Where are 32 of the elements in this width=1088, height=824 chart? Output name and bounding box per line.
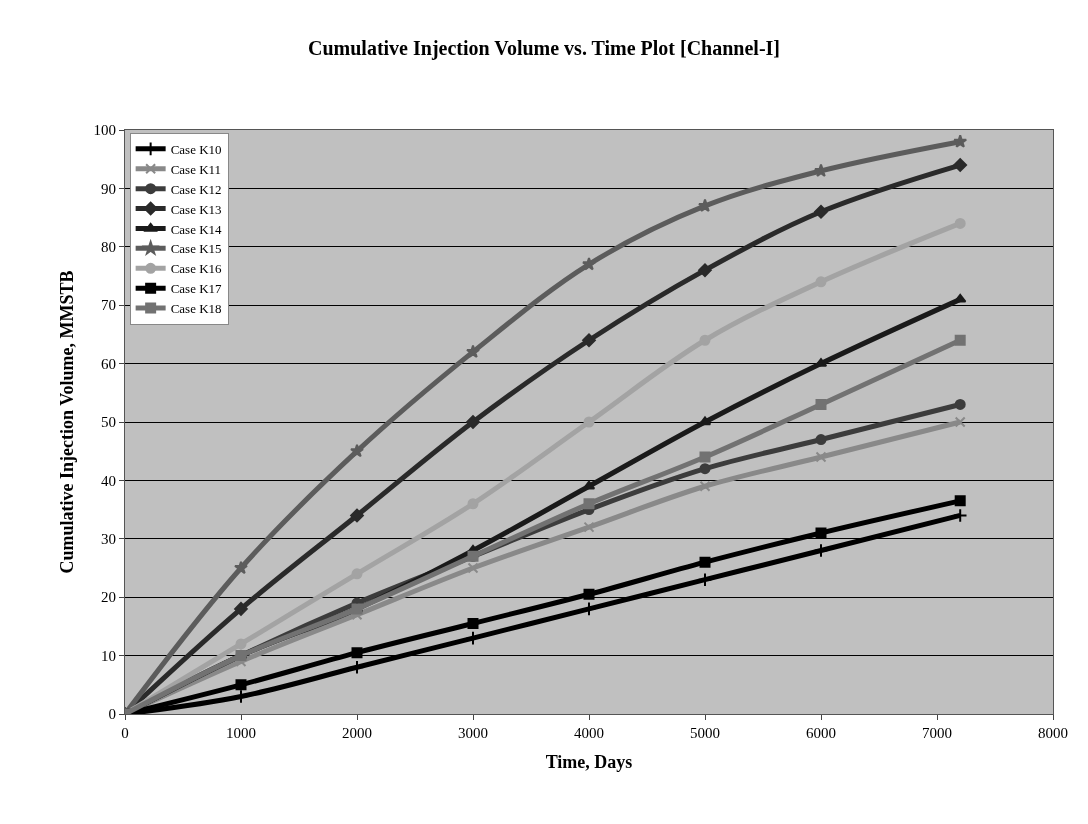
x-tick-label: 3000 — [458, 725, 488, 741]
x-tick-label: 1000 — [226, 725, 256, 741]
chart-title: Cumulative Injection Volume vs. Time Plot [Channel-I] — [307, 37, 781, 61]
y-tick-label: 60 — [101, 355, 116, 372]
x-tick-label: 5000 — [690, 725, 720, 741]
y-tick-label: 10 — [101, 647, 116, 664]
x-tick-label: 8000 — [1038, 725, 1068, 741]
legend-label: Case K14 — [170, 221, 223, 237]
y-tick-label: 40 — [101, 472, 116, 489]
y-axis-title: Cumulative Injection Volume, MMSTB — [56, 270, 77, 574]
y-tick-label: 0 — [108, 706, 116, 723]
y-tick-label: 90 — [101, 180, 116, 197]
y-tick-label: 20 — [101, 589, 116, 606]
x-tick-label: 6000 — [806, 725, 836, 741]
y-tick-label: 70 — [101, 297, 116, 314]
legend-label: Case K16 — [170, 261, 223, 277]
y-tick-label: 30 — [101, 531, 116, 548]
x-tick-label: 7000 — [922, 725, 952, 741]
x-tick-label: 2000 — [342, 725, 372, 741]
legend-label: Case K13 — [170, 201, 222, 217]
legend-label: Case K12 — [170, 181, 222, 197]
legend-label: Case K17 — [170, 281, 223, 297]
y-tick-label: 50 — [101, 414, 116, 431]
x-tick-label: 4000 — [574, 725, 604, 741]
y-tick-label: 100 — [93, 122, 116, 139]
legend-label: Case K11 — [170, 161, 222, 177]
legend-label: Case K15 — [170, 241, 222, 257]
legend-label: Case K10 — [170, 141, 222, 157]
legend-label: Case K18 — [170, 301, 222, 317]
x-axis-title: Time, Days — [545, 752, 633, 773]
y-tick-label: 80 — [101, 239, 116, 256]
x-tick-label: 0 — [121, 725, 129, 741]
